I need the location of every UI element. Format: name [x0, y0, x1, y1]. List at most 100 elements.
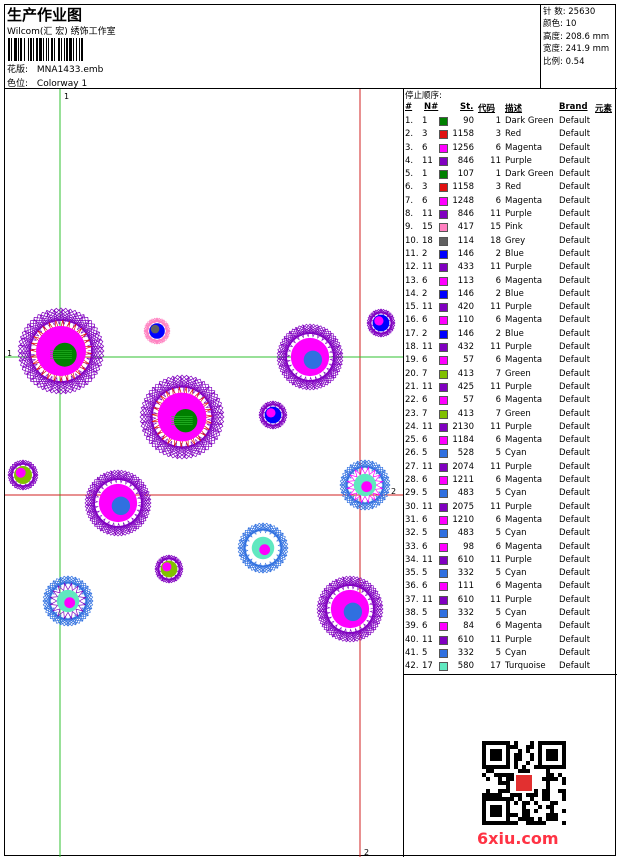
qr-module	[534, 789, 538, 793]
row-stitches: 90	[463, 116, 474, 126]
qr-module	[526, 809, 530, 813]
row-brand: Default	[559, 435, 591, 446]
row-brand: Default	[559, 381, 591, 392]
row-code: 11	[490, 501, 501, 512]
flower-dot	[64, 597, 76, 609]
color-swatch	[439, 289, 448, 299]
qr-module	[494, 793, 498, 797]
table-row: 8. 11 846 11 Purple Default	[404, 208, 617, 221]
row-needle: 11	[422, 554, 433, 565]
row-brand: Default	[559, 302, 591, 313]
row-code: 1	[495, 116, 501, 126]
row-index: 33.	[405, 541, 419, 552]
row-description: Magenta	[505, 435, 543, 446]
row-index: 11.	[405, 248, 419, 259]
row-brand: Default	[559, 554, 591, 565]
petal-stroke	[84, 469, 152, 537]
qr-module	[562, 793, 566, 797]
table-row: 37. 11 610 11 Purple Default	[404, 594, 617, 607]
qr-module	[526, 769, 530, 773]
row-code: 2	[495, 288, 501, 299]
row-code: 18	[490, 235, 501, 246]
qr-finder-core	[490, 749, 502, 761]
qr-module	[530, 753, 534, 757]
row-index: 31.	[405, 514, 419, 525]
table-row: 6. 3 1158 3 Red Default	[404, 181, 617, 194]
row-description: Magenta	[505, 395, 543, 406]
row-code: 6	[495, 275, 501, 286]
row-needle: 18	[422, 235, 433, 246]
row-description: Red	[505, 182, 522, 193]
row-index: 9.	[405, 222, 414, 233]
row-code: 6	[495, 541, 501, 552]
row-stitches: 1211	[452, 475, 474, 486]
qr-module	[526, 761, 530, 765]
qr-module	[550, 817, 554, 821]
embroidery-flower	[84, 469, 152, 537]
qr-module	[498, 773, 502, 777]
row-stitches: 846	[457, 155, 474, 166]
qr-module	[522, 801, 526, 805]
row-index: 8.	[405, 209, 414, 220]
row-description: Magenta	[505, 275, 543, 286]
row-description: Cyan	[505, 448, 527, 459]
qr-module	[546, 797, 550, 801]
row-index: 24.	[405, 421, 419, 432]
qr-module	[530, 821, 534, 825]
color-swatch	[439, 329, 448, 339]
design-scale: 比例: 0.54	[543, 56, 585, 67]
row-index: 41.	[405, 647, 419, 658]
qr-module	[554, 801, 558, 805]
table-row: 31. 6 1210 6 Magenta Default	[404, 514, 617, 527]
row-needle: 6	[422, 395, 428, 406]
row-description: Blue	[505, 248, 524, 259]
row-code: 6	[495, 435, 501, 446]
zigzag-stitch	[154, 554, 183, 584]
qr-module	[550, 813, 554, 817]
row-code: 5	[495, 607, 501, 618]
color-swatch	[439, 476, 448, 486]
flower-dot	[162, 562, 172, 572]
zigzag-stitch	[42, 575, 93, 627]
color-swatch	[439, 223, 448, 233]
qr-module	[530, 741, 534, 745]
zigzag-stitch	[85, 470, 151, 536]
pattern-value: MNA1433.emb	[36, 65, 104, 75]
zigzag-stitch	[18, 308, 104, 394]
col-needle: N#	[424, 102, 439, 112]
petal-stroke	[339, 459, 391, 511]
table-row: 39. 6 84 6 Magenta Default	[404, 620, 617, 633]
row-stitches: 425	[457, 381, 474, 392]
embroidery-flower	[258, 400, 288, 430]
row-description: Magenta	[505, 541, 543, 552]
colorway-label: 色位:	[7, 79, 29, 89]
row-index: 7.	[405, 195, 414, 206]
zigzag-stitch	[7, 459, 38, 491]
stop-sequence-title: 停止顺序:	[405, 91, 442, 101]
petal-stroke	[259, 401, 287, 429]
row-code: 6	[495, 195, 501, 206]
row-brand: Default	[559, 328, 591, 339]
col-stitches: St.	[460, 102, 474, 112]
row-needle: 11	[422, 302, 433, 313]
row-brand: Default	[559, 408, 591, 419]
petal-stroke	[281, 328, 339, 386]
row-brand: Default	[559, 288, 591, 299]
row-index: 18.	[405, 342, 419, 353]
row-brand: Default	[559, 607, 591, 618]
embroidery-flower	[366, 308, 396, 338]
embroidery-flower	[154, 554, 184, 584]
row-needle: 11	[422, 209, 433, 220]
qr-module	[510, 793, 514, 797]
row-description: Purple	[505, 262, 532, 273]
petal-stroke	[317, 576, 383, 642]
row-stitches: 610	[457, 634, 474, 645]
qr-module	[498, 781, 502, 785]
petal-stroke	[89, 474, 147, 532]
stats-panel: 针 数: 25630 颜色: 10 高度: 208.6 mm 宽度: 241.9…	[541, 5, 617, 89]
row-code: 6	[495, 142, 501, 153]
row-index: 30.	[405, 501, 419, 512]
col-brand: Brand	[559, 102, 588, 112]
row-brand: Default	[559, 169, 591, 180]
qr-module	[514, 801, 518, 805]
